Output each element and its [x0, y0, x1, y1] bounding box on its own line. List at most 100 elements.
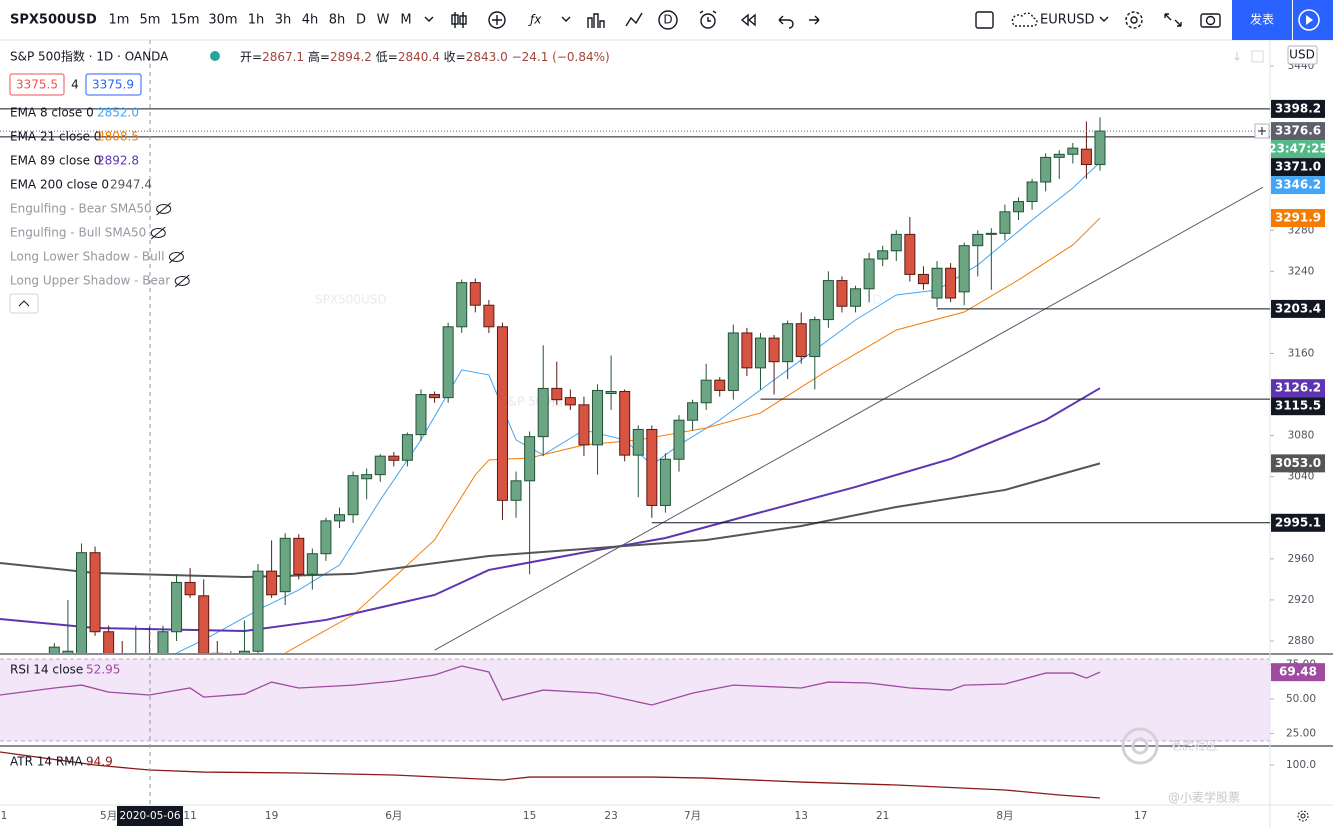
study-value: 52.95	[86, 663, 120, 677]
candle-body	[877, 250, 889, 260]
layout-icon[interactable]	[975, 11, 994, 29]
ohlc-change: −24.1 (−0.84%)	[512, 50, 610, 64]
study-value: 2947.4	[110, 178, 152, 192]
candle-body	[1040, 156, 1052, 183]
visibility-slash	[156, 202, 171, 216]
candle-body	[293, 537, 305, 575]
undo-icon[interactable]	[778, 15, 794, 29]
candle-body	[171, 581, 183, 633]
compare-icon[interactable]	[625, 12, 643, 27]
candle-body	[334, 514, 345, 522]
interval[interactable]: 1m	[109, 13, 130, 28]
brand-logo	[1121, 727, 1159, 765]
ema-line	[0, 462, 1101, 579]
visibility-icon[interactable]	[174, 276, 190, 286]
interval[interactable]: 1h	[248, 13, 265, 28]
y-tick-label: 2960	[1288, 553, 1315, 565]
candle-body	[972, 233, 984, 247]
interval[interactable]: 15m	[170, 13, 199, 28]
rsi-plot	[0, 665, 1101, 706]
visibility-icon[interactable]	[156, 204, 172, 214]
x-tick-label: 7月	[684, 810, 701, 822]
x-tick-label: 21	[876, 810, 889, 822]
candle-body	[619, 390, 631, 456]
candle-body	[605, 390, 617, 395]
add-order-icon	[1258, 127, 1266, 135]
hidden-study: Long Lower Shadow - Bull	[10, 250, 164, 264]
study-name: ATR 14 RMA	[10, 755, 84, 769]
candle-body	[320, 520, 332, 555]
price-label-bg	[1271, 663, 1325, 682]
candle-body	[252, 570, 264, 652]
price-label: 3203.4	[1275, 301, 1321, 315]
bid: 3375.5	[16, 78, 58, 92]
symbol[interactable]: SPX500USD	[10, 13, 97, 28]
interval[interactable]: D	[356, 13, 366, 28]
currency-icon[interactable]	[658, 10, 678, 30]
candle-body	[429, 394, 441, 399]
candle-body	[401, 434, 413, 461]
candle-body	[945, 267, 957, 299]
maximize-icon[interactable]	[1251, 50, 1264, 63]
visibility-icon[interactable]	[168, 252, 184, 262]
candle-body	[931, 267, 943, 299]
market-status[interactable]	[210, 51, 220, 61]
replay-icon[interactable]	[740, 13, 756, 27]
candle-body	[415, 394, 427, 436]
interval[interactable]: 8h	[329, 13, 346, 28]
bar-icon[interactable]	[587, 13, 605, 28]
price-label: 2995.1	[1275, 515, 1321, 529]
candle-body	[1013, 201, 1024, 213]
add-icon[interactable]	[488, 11, 506, 29]
chart-type-icon[interactable]	[451, 12, 467, 28]
chevron[interactable]	[561, 16, 571, 22]
publish-button[interactable]	[1232, 0, 1292, 40]
y-tick-label: 3080	[1288, 430, 1315, 442]
ask-box[interactable]	[85, 73, 142, 96]
candle-body	[496, 326, 508, 501]
settings-icon[interactable]	[1125, 11, 1143, 29]
candle-body	[727, 332, 739, 391]
interval[interactable]: W	[377, 13, 390, 28]
interval[interactable]: M	[400, 13, 411, 28]
bid-box[interactable]	[9, 73, 65, 96]
ohlc-value: 2894.2	[330, 50, 372, 64]
visibility-icon[interactable]	[150, 228, 166, 238]
ask: 3375.9	[92, 78, 134, 92]
candle-body	[917, 273, 929, 285]
candle-body	[687, 402, 699, 421]
price-label: 3053.0	[1275, 456, 1321, 470]
ohlc-label: 收=	[444, 50, 466, 64]
visibility-slash	[150, 226, 166, 240]
scroll-icon[interactable]: ↓	[1232, 50, 1242, 64]
chevron[interactable]	[424, 16, 434, 22]
axis-settings-icon[interactable]	[1297, 810, 1309, 822]
fullscreen-icon[interactable]	[1164, 13, 1182, 27]
y-tick-label: 50.00	[1286, 693, 1316, 705]
indicators-icon[interactable]: ƒx	[528, 13, 542, 27]
compare-symbol[interactable]: EURUSD	[1040, 13, 1095, 28]
interval[interactable]: 4h	[302, 13, 319, 28]
interval[interactable]: 30m	[208, 13, 237, 28]
alert-icon[interactable]	[699, 10, 717, 29]
candle-body	[537, 387, 549, 438]
collapse-button[interactable]	[9, 293, 39, 314]
interval[interactable]: 5m	[140, 13, 161, 28]
ohlc-value: 2840.4	[398, 50, 440, 64]
currency-box[interactable]	[1287, 45, 1318, 65]
price-label: 3126.2	[1275, 381, 1321, 395]
interval-group: 1m 5m 15m 30m 1h 3h 4h 8h D W M	[109, 13, 412, 28]
chevron[interactable]	[1099, 16, 1109, 22]
play-icon-arrow	[1306, 15, 1313, 25]
interval[interactable]: 3h	[275, 13, 292, 28]
ema-line	[284, 217, 1101, 653]
price-axis: 3440328032403160308030402960292028803398…	[1268, 60, 1328, 771]
price-label: 23:47:25	[1268, 142, 1328, 156]
candle-body	[48, 646, 60, 653]
x-tick-label: 5月	[100, 810, 117, 822]
snapshot-icon[interactable]	[1200, 13, 1221, 28]
atr-plot	[0, 751, 1101, 799]
candle-body	[958, 245, 970, 293]
redo-icon[interactable]	[809, 15, 820, 25]
